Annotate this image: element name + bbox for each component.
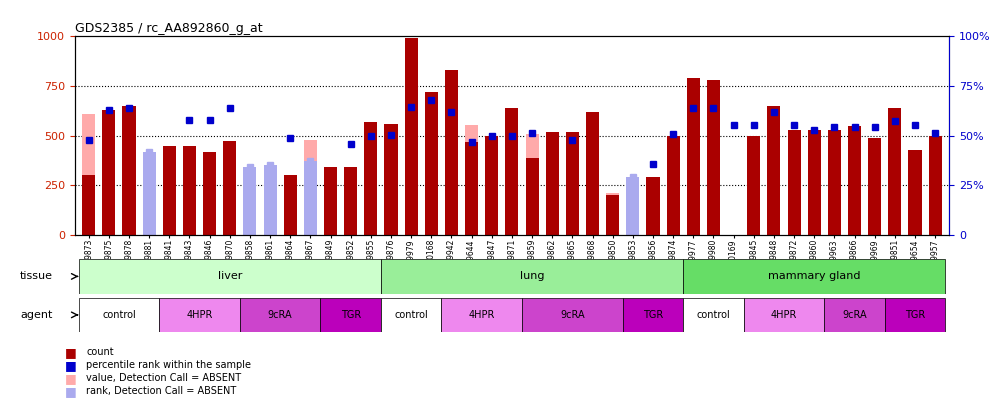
Bar	[828, 130, 841, 235]
Bar	[909, 149, 921, 235]
Bar	[623, 298, 683, 332]
Text: rank, Detection Call = ABSENT: rank, Detection Call = ABSENT	[86, 386, 237, 396]
Bar	[767, 106, 780, 235]
Bar	[546, 132, 559, 235]
Bar	[405, 38, 417, 235]
Bar	[159, 298, 240, 332]
Bar	[263, 165, 276, 235]
Bar	[381, 298, 441, 332]
Text: ■: ■	[65, 385, 77, 398]
Text: 4HPR: 4HPR	[186, 310, 213, 320]
Bar	[885, 298, 945, 332]
Bar	[626, 185, 639, 235]
Bar	[606, 195, 619, 235]
Bar	[304, 162, 317, 235]
Text: 9cRA: 9cRA	[560, 310, 584, 320]
Bar	[244, 191, 256, 235]
Bar	[244, 167, 256, 235]
Text: 9cRA: 9cRA	[842, 310, 867, 320]
Text: 4HPR: 4HPR	[770, 310, 797, 320]
Text: control: control	[102, 310, 136, 320]
Bar	[441, 298, 522, 332]
Bar	[747, 136, 760, 235]
Text: 4HPR: 4HPR	[468, 310, 495, 320]
Bar	[626, 177, 639, 235]
Text: agent: agent	[20, 310, 53, 320]
Bar	[848, 126, 861, 235]
Text: ■: ■	[65, 372, 77, 385]
Bar	[889, 108, 902, 235]
Text: liver: liver	[218, 271, 242, 281]
Bar	[566, 132, 579, 235]
Text: control: control	[395, 310, 428, 320]
Bar	[424, 92, 437, 235]
Bar	[263, 201, 276, 235]
Bar	[183, 145, 196, 235]
Bar	[445, 70, 458, 235]
Text: ■: ■	[65, 346, 77, 359]
Bar	[224, 141, 237, 235]
Bar	[324, 167, 337, 235]
Bar	[928, 136, 941, 235]
Bar	[385, 124, 398, 235]
Bar	[646, 177, 660, 235]
Bar	[485, 136, 498, 235]
Bar	[683, 298, 744, 332]
Bar	[304, 140, 317, 235]
Text: TGR: TGR	[643, 310, 663, 320]
Text: 9cRA: 9cRA	[267, 310, 292, 320]
Bar	[240, 298, 320, 332]
Bar	[586, 112, 599, 235]
Bar	[526, 134, 539, 235]
Bar	[465, 142, 478, 235]
Bar	[122, 106, 135, 235]
Bar	[79, 259, 381, 294]
Bar	[142, 151, 156, 235]
Bar	[928, 145, 941, 235]
Bar	[744, 298, 824, 332]
Text: lung: lung	[520, 271, 545, 281]
Bar	[787, 130, 800, 235]
Text: GDS2385 / rc_AA892860_g_at: GDS2385 / rc_AA892860_g_at	[75, 22, 262, 35]
Text: tissue: tissue	[20, 271, 53, 281]
Bar	[344, 167, 357, 235]
Bar	[526, 158, 539, 235]
Bar	[102, 110, 115, 235]
Text: ■: ■	[65, 359, 77, 372]
Bar	[381, 259, 683, 294]
Text: count: count	[86, 347, 114, 357]
Bar	[868, 138, 882, 235]
Bar	[687, 78, 700, 235]
Bar	[364, 122, 378, 235]
Text: control: control	[697, 310, 731, 320]
Text: TGR: TGR	[905, 310, 925, 320]
Bar	[83, 175, 95, 235]
Bar	[824, 298, 885, 332]
Bar	[683, 259, 945, 294]
Bar	[505, 108, 519, 235]
Bar	[808, 130, 821, 235]
Text: mammary gland: mammary gland	[768, 271, 861, 281]
Bar	[320, 298, 381, 332]
Bar	[522, 298, 623, 332]
Bar	[606, 193, 619, 235]
Bar	[83, 114, 95, 235]
Bar	[163, 145, 176, 235]
Bar	[283, 175, 297, 235]
Text: TGR: TGR	[341, 310, 361, 320]
Text: value, Detection Call = ABSENT: value, Detection Call = ABSENT	[86, 373, 242, 383]
Bar	[465, 125, 478, 235]
Bar	[79, 298, 159, 332]
Bar	[203, 151, 216, 235]
Bar	[667, 136, 680, 235]
Text: percentile rank within the sample: percentile rank within the sample	[86, 360, 251, 370]
Bar	[707, 80, 720, 235]
